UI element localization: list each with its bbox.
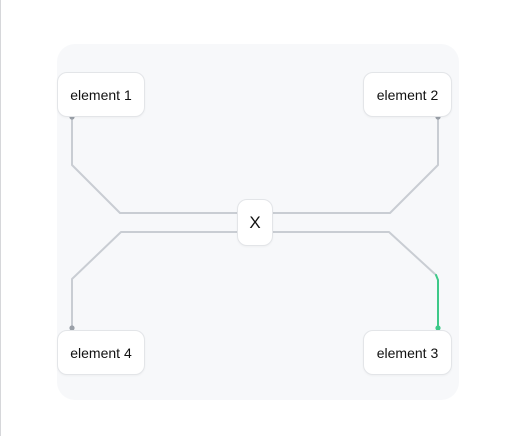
node-element-1[interactable]: element 1: [57, 72, 145, 117]
node-element-2[interactable]: element 2: [363, 72, 452, 117]
port-element-4[interactable]: [69, 325, 75, 331]
node-element-3[interactable]: element 3: [363, 330, 452, 375]
port-element-3[interactable]: [435, 325, 441, 331]
edge-element-2-to-x[interactable]: [272, 116, 439, 214]
node-element-4[interactable]: element 4: [57, 330, 145, 375]
edge-element-4-to-x[interactable]: [71, 231, 239, 329]
edge-element-3-active-segment[interactable]: [435, 274, 439, 329]
left-border: [0, 0, 1, 436]
edge-element-3-to-x[interactable]: [272, 231, 437, 276]
edge-element-1-to-x[interactable]: [71, 116, 239, 214]
hub-node-x[interactable]: X: [237, 199, 273, 246]
